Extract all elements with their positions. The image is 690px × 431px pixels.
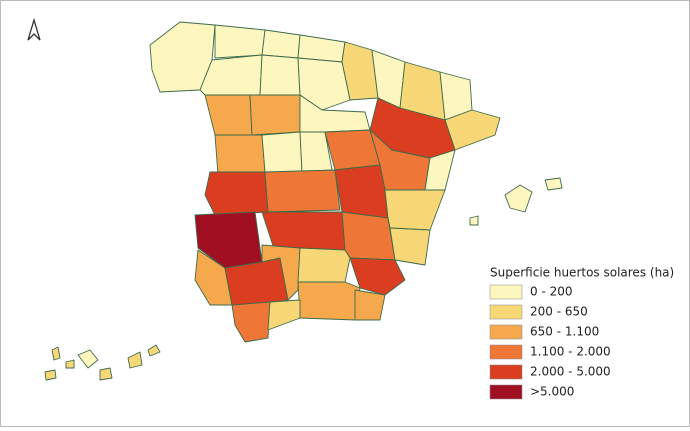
province [297,281,361,321]
island [469,215,479,226]
island [147,344,161,357]
island [544,177,563,191]
legend-title: Superficie huertos solares (ha) [490,266,674,280]
legend: 0 - 200 200 - 650 650 - 1.100 1.100 - 2.000… [489,284,611,400]
province [341,211,396,261]
legend-swatch [489,324,523,340]
legend-label: 0 - 200 [530,285,573,299]
island [51,346,61,361]
province [261,131,303,173]
province [204,171,269,216]
island [504,184,533,213]
province [231,301,271,343]
legend-swatch [489,304,523,320]
island [77,349,99,369]
legend-label: >5.000 [530,385,574,399]
province [259,54,301,96]
legend-label: 1.100 - 2.000 [530,345,611,359]
legend-label: 650 - 1.100 [530,325,599,339]
island [127,351,143,369]
province [354,289,386,321]
province [389,227,431,266]
province [214,134,266,176]
provinces [149,21,501,343]
province [297,57,351,111]
province [261,29,301,59]
island [44,369,57,381]
legend-label: 200 - 650 [530,305,588,319]
legend-label: 2.000 - 5.000 [530,365,611,379]
north-arrow [27,17,41,41]
islands [44,177,563,381]
province [264,169,341,213]
legend-swatch [489,384,523,400]
island [65,359,75,369]
province [349,257,406,296]
province [334,164,389,219]
legend-swatch [489,364,523,380]
province [297,247,351,283]
legend-swatch [489,284,523,300]
province [194,249,233,306]
province [341,41,379,101]
province [214,24,266,59]
province [249,94,301,136]
island [99,367,113,381]
legend-swatch [489,344,523,360]
province [267,299,301,331]
